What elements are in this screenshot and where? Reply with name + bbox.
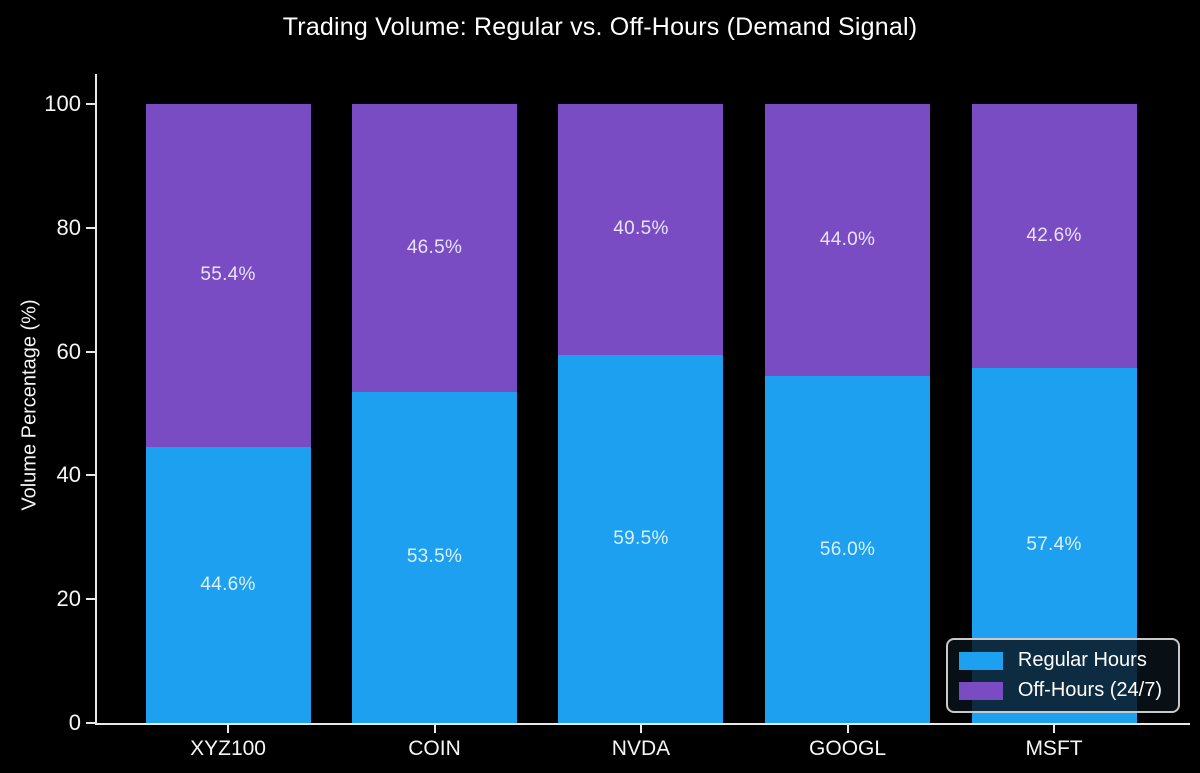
value-label: 56.0%: [819, 538, 876, 560]
y-tick-mark: [86, 226, 95, 229]
x-tick-mark: [433, 724, 436, 733]
x-tick-mark: [846, 724, 849, 733]
segment-regular-hours: 56.0%: [765, 376, 931, 723]
legend-entry: Regular Hours: [958, 649, 1162, 672]
segment-off-hours-24-7: 46.5%: [351, 104, 518, 392]
bar-coin: 46.5% 53.5%: [351, 104, 518, 723]
value-label: 55.4%: [200, 264, 256, 286]
legend-swatch: [958, 681, 1003, 700]
y-axis-line: [95, 74, 97, 725]
y-tick-label: 40: [56, 462, 81, 488]
plot-area: Regular Hours Off-Hours (24/7) 0 20 40 60 80 1…: [44, 74, 1190, 759]
value-label: 57.4%: [1026, 534, 1082, 556]
y-tick-label: 100: [44, 91, 81, 116]
x-axis-line: [95, 722, 1190, 725]
y-tick-mark: [86, 598, 95, 601]
y-tick-label: 80: [56, 214, 81, 240]
segment-regular-hours: 59.5%: [558, 354, 724, 723]
x-tick-label-nvda: NVDA: [611, 737, 671, 760]
value-label: 44.0%: [819, 229, 876, 251]
legend-label: Off-Hours (24/7): [1017, 679, 1162, 701]
x-tick-label-googl: GOOGL: [809, 737, 887, 760]
x-tick-label-coin: COIN: [408, 737, 461, 760]
chart-title: Trading Volume: Regular vs. Off-Hours (D…: [282, 13, 918, 41]
y-tick-label: 0: [68, 710, 81, 735]
y-tick-mark: [86, 350, 95, 353]
segment-regular-hours: 44.6%: [145, 446, 311, 723]
y-axis-label: Volume Percentage (%): [18, 299, 41, 511]
value-label: 46.5%: [406, 236, 463, 258]
value-label: 40.5%: [613, 218, 669, 240]
segment-regular-hours: 53.5%: [351, 391, 518, 723]
bar-msft: 42.6% 57.4%: [971, 104, 1137, 723]
x-tick-label-msft: MSFT: [1025, 737, 1083, 760]
y-tick-mark: [86, 474, 95, 477]
bar-nvda: 40.5% 59.5%: [558, 104, 724, 723]
segment-off-hours-24-7: 44.0%: [765, 104, 931, 377]
x-tick-label-xyz100: XYZ100: [190, 737, 266, 760]
y-tick-mark: [86, 103, 95, 105]
bar-xyz100: 55.4% 44.6%: [145, 104, 311, 723]
value-label: 42.6%: [1026, 224, 1082, 246]
y-tick-label: 60: [56, 338, 81, 364]
x-tick-mark: [227, 724, 230, 733]
value-label: 44.6%: [200, 573, 256, 595]
value-label: 59.5%: [613, 527, 669, 549]
value-label: 53.5%: [406, 546, 463, 568]
legend-entry: Off-Hours (24/7): [958, 679, 1162, 702]
y-tick-label: 20: [56, 586, 81, 612]
legend: Regular Hours Off-Hours (24/7): [945, 638, 1180, 713]
legend-swatch: [958, 651, 1003, 670]
x-tick-mark: [1053, 724, 1056, 733]
x-tick-mark: [639, 724, 642, 733]
y-tick-mark: [86, 722, 95, 724]
legend-label: Regular Hours: [1017, 649, 1147, 671]
segment-off-hours-24-7: 40.5%: [558, 104, 724, 355]
bar-googl: 44.0% 56.0%: [765, 104, 931, 723]
segment-off-hours-24-7: 42.6%: [971, 104, 1137, 368]
segment-off-hours-24-7: 55.4%: [145, 104, 311, 447]
